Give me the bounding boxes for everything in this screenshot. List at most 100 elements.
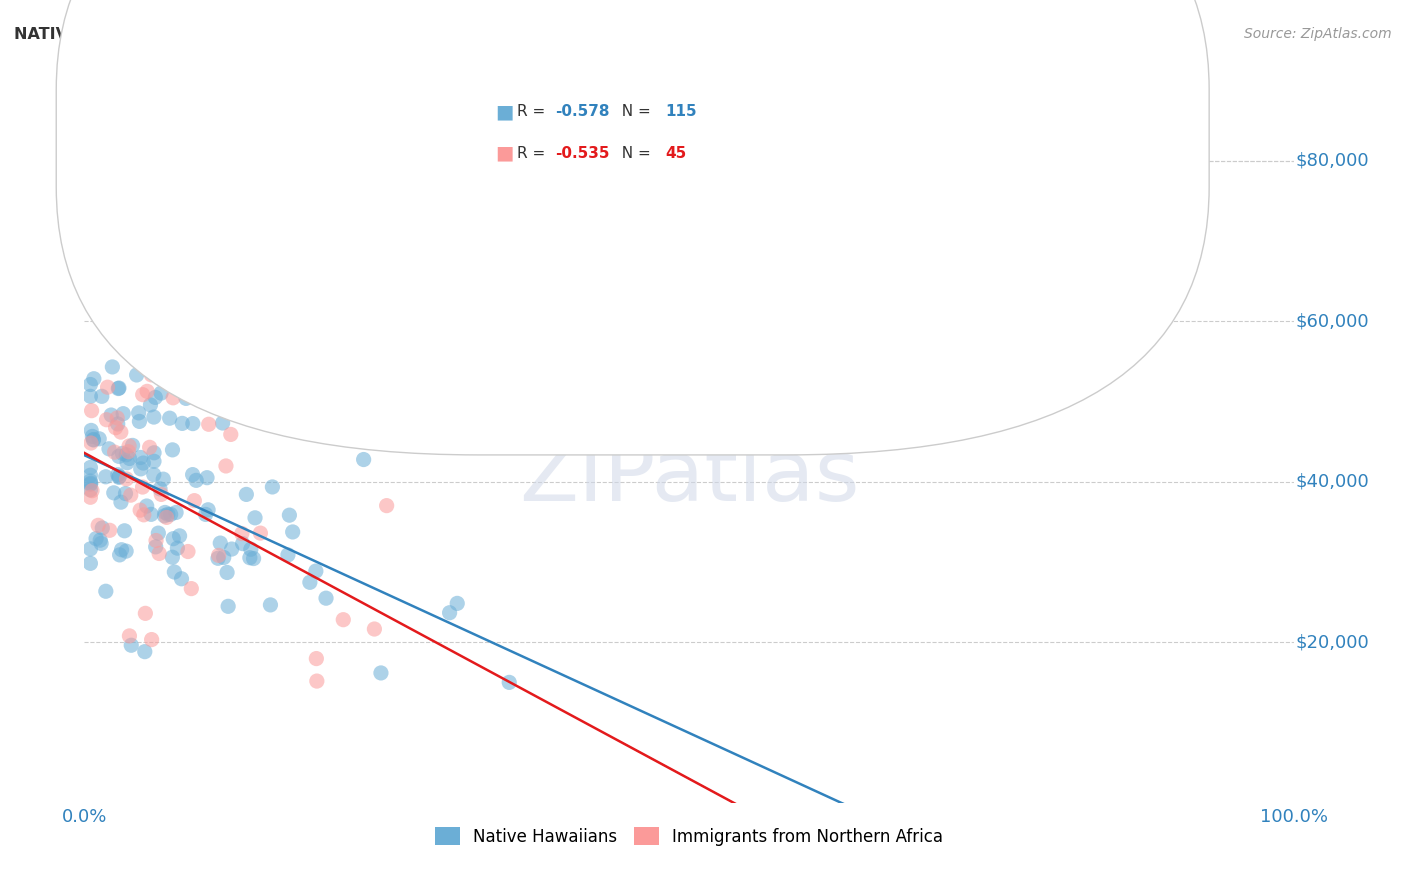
Immigrants from Northern Africa [141,632,163,647]
Native Hawaiians [142,467,165,482]
Native Hawaiians [181,417,204,431]
Immigrants from Northern Africa [375,499,398,513]
Native Hawaiians [118,451,141,466]
Native Hawaiians [278,508,301,523]
Immigrants from Northern Africa [105,411,128,425]
Native Hawaiians [162,550,184,565]
Native Hawaiians [152,472,174,486]
Native Hawaiians [79,557,101,571]
Native Hawaiians [498,675,520,690]
Native Hawaiians [159,411,181,425]
Native Hawaiians [115,456,138,470]
Native Hawaiians [232,536,254,550]
Immigrants from Northern Africa [197,417,219,432]
Native Hawaiians [100,408,122,422]
Immigrants from Northern Africa [132,508,155,522]
Native Hawaiians [170,572,193,586]
Native Hawaiians [149,482,172,496]
Immigrants from Northern Africa [80,483,103,498]
Immigrants from Northern Africa [80,403,103,417]
Native Hawaiians [111,446,134,460]
Native Hawaiians [207,551,229,566]
Native Hawaiians [163,565,186,579]
Text: R =: R = [517,104,551,119]
Immigrants from Northern Africa [134,607,156,621]
Native Hawaiians [128,414,150,428]
Native Hawaiians [439,606,461,620]
Native Hawaiians [79,468,101,483]
Native Hawaiians [115,544,138,558]
Native Hawaiians [108,469,131,483]
Native Hawaiians [115,448,138,462]
Native Hawaiians [103,486,125,500]
Immigrants from Northern Africa [183,493,205,508]
Immigrants from Northern Africa [118,439,141,453]
Native Hawaiians [79,541,101,556]
Native Hawaiians [114,524,136,538]
Text: ■: ■ [495,102,513,121]
Native Hawaiians [79,377,101,392]
Native Hawaiians [108,381,131,395]
Native Hawaiians [243,511,266,525]
Native Hawaiians [259,598,281,612]
Text: 115: 115 [665,104,696,119]
Immigrants from Northern Africa [136,384,159,399]
Native Hawaiians [128,406,150,420]
Text: $20,000: $20,000 [1296,633,1369,651]
Native Hawaiians [143,391,166,405]
Immigrants from Northern Africa [97,380,120,394]
Native Hawaiians [298,575,321,590]
Native Hawaiians [101,359,124,374]
Immigrants from Northern Africa [141,368,163,382]
Immigrants from Northern Africa [150,487,173,501]
Native Hawaiians [135,499,157,513]
Text: N =: N = [612,104,655,119]
Immigrants from Northern Africa [332,613,354,627]
Text: $40,000: $40,000 [1296,473,1369,491]
Native Hawaiians [79,474,101,488]
Immigrants from Northern Africa [98,524,121,538]
Native Hawaiians [90,536,112,550]
Native Hawaiians [143,454,166,468]
Immigrants from Northern Africa [80,436,103,450]
Native Hawaiians [143,446,166,460]
Native Hawaiians [150,386,173,401]
Native Hawaiians [79,460,101,475]
Immigrants from Northern Africa [120,488,142,502]
Native Hawaiians [121,438,143,452]
Native Hawaiians [305,564,328,578]
Native Hawaiians [242,551,264,566]
Native Hawaiians [148,526,170,541]
Native Hawaiians [82,433,104,447]
Immigrants from Northern Africa [207,549,229,563]
Immigrants from Northern Africa [363,622,385,636]
Native Hawaiians [194,508,217,522]
Text: NATIVE HAWAIIAN VS IMMIGRANTS FROM NORTHERN AFRICA PER CAPITA INCOME CORRELATION: NATIVE HAWAIIAN VS IMMIGRANTS FROM NORTH… [14,27,950,42]
Immigrants from Northern Africa [231,526,253,541]
Text: -0.578: -0.578 [555,104,610,119]
Immigrants from Northern Africa [117,444,139,458]
Native Hawaiians [107,467,129,482]
Text: N =: N = [612,146,655,161]
Native Hawaiians [211,416,233,430]
Text: 45: 45 [665,146,686,161]
Native Hawaiians [98,442,121,456]
Native Hawaiians [125,368,148,382]
Native Hawaiians [114,486,136,500]
Text: ■: ■ [495,144,513,163]
Native Hawaiians [110,542,132,557]
Immigrants from Northern Africa [305,651,328,665]
Immigrants from Northern Africa [305,674,328,689]
Native Hawaiians [108,470,131,484]
Immigrants from Northern Africa [138,440,160,454]
Immigrants from Northern Africa [215,458,238,473]
Immigrants from Northern Africa [104,420,127,434]
Immigrants from Northern Africa [104,445,127,459]
Native Hawaiians [166,541,188,556]
Native Hawaiians [370,665,392,680]
Native Hawaiians [169,529,191,543]
Immigrants from Northern Africa [79,490,101,504]
Immigrants from Northern Africa [155,510,177,524]
Native Hawaiians [82,429,104,443]
Text: $60,000: $60,000 [1296,312,1369,330]
